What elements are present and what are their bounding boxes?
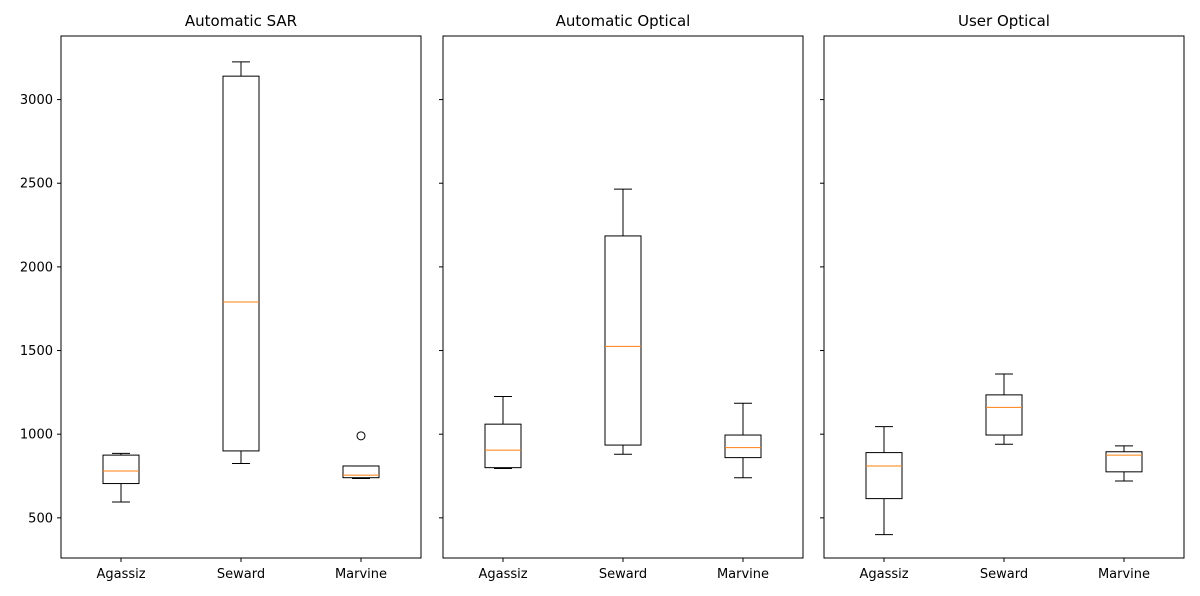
iqr-box	[865, 452, 903, 500]
y-tick-label: 1500	[20, 344, 53, 359]
box-seward	[985, 373, 1023, 445]
axes-frame	[60, 35, 422, 559]
panel-2: Automatic Optical Agassiz Seward Marvine	[439, 12, 804, 582]
x-tick-label: Seward	[217, 567, 265, 582]
box-seward	[222, 61, 260, 464]
x-tick-label: Agassiz	[859, 567, 908, 582]
panel-1: Automatic SAR 500 1000 1500 2000 2500 3000 Agas…	[20, 12, 422, 582]
panel-title: User Optical	[958, 12, 1050, 30]
panel-title: Automatic SAR	[185, 12, 297, 30]
box-marvine	[724, 402, 762, 479]
y-tick-label: 1000	[20, 428, 53, 443]
box-marvine	[1105, 445, 1143, 482]
panel-3: User Optical Agassiz Seward Marvine	[820, 12, 1185, 582]
x-tick-label: Marvine	[335, 567, 387, 582]
iqr-box	[342, 465, 380, 479]
iqr-box	[222, 75, 260, 452]
iqr-box	[985, 394, 1023, 436]
box-agassiz	[865, 426, 903, 536]
x-tick-label: Agassiz	[478, 567, 527, 582]
y-tick-label: 3000	[20, 93, 53, 108]
box-agassiz	[484, 396, 522, 469]
iqr-box	[1105, 451, 1143, 473]
panel-title: Automatic Optical	[556, 12, 691, 30]
axes-frame	[823, 35, 1185, 559]
box-marvine	[342, 431, 380, 480]
iqr-box	[102, 454, 140, 485]
x-tick-label: Marvine	[717, 567, 769, 582]
box-seward	[604, 188, 642, 455]
x-tick-label: Marvine	[1098, 567, 1150, 582]
iqr-box	[724, 434, 762, 459]
box-agassiz	[102, 452, 140, 503]
axes-frame	[442, 35, 804, 559]
iqr-box	[484, 423, 522, 469]
x-tick-label: Seward	[980, 567, 1028, 582]
y-tick-label: 500	[28, 511, 53, 526]
x-tick-label: Agassiz	[96, 567, 145, 582]
iqr-box	[604, 235, 642, 446]
outlier-point	[356, 431, 366, 441]
x-tick-label: Seward	[599, 567, 647, 582]
y-tick-label: 2000	[20, 260, 53, 275]
y-tick-label: 2500	[20, 177, 53, 192]
